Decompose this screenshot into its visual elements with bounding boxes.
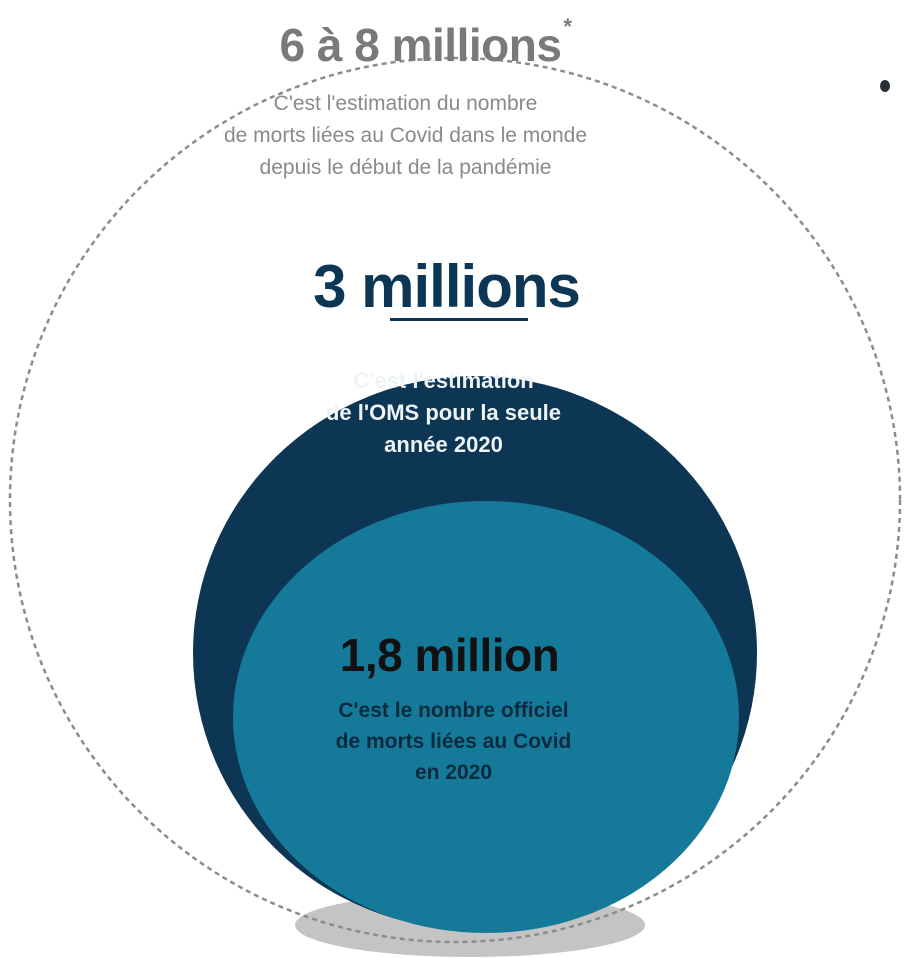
middle-description-line: de l'OMS pour la seule bbox=[325, 400, 562, 425]
middle-description: C'est l'estimation de l'OMS pour la seul… bbox=[0, 365, 899, 461]
outer-dashed-circle bbox=[8, 56, 902, 944]
middle-value: 3 millions bbox=[313, 253, 581, 320]
inner-description-line: de morts liées au Covid bbox=[335, 730, 572, 753]
footnote-mark: * bbox=[563, 14, 572, 39]
cropped-edge-mark bbox=[880, 80, 890, 92]
outer-value: 6 à 8 millions* bbox=[279, 14, 572, 71]
outer-description-line: depuis le début de la pandémie bbox=[259, 156, 552, 179]
inner-description: C'est le nombre officiel de morts liées … bbox=[0, 695, 909, 788]
middle-description-line: année 2020 bbox=[384, 432, 503, 457]
inner-value: 1,8 million bbox=[339, 629, 560, 681]
outer-description-line: de morts liées au Covid dans le monde bbox=[223, 124, 588, 147]
inner-description-line: en 2020 bbox=[414, 761, 493, 784]
outer-description-line: C'est l'estimation du nombre bbox=[273, 92, 538, 115]
middle-description-line: C'est l'estimation bbox=[353, 368, 534, 393]
inner-description-line: C'est le nombre officiel bbox=[338, 699, 569, 722]
outer-description: C'est l'estimation du nombre de morts li… bbox=[0, 88, 861, 184]
inner-circle bbox=[233, 501, 739, 933]
middle-value-underline bbox=[390, 318, 528, 321]
